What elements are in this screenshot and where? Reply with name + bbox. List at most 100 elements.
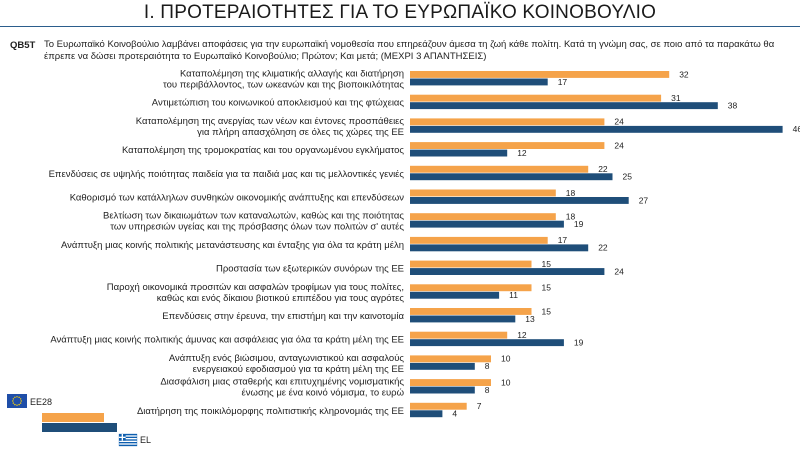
bar-el: [410, 220, 564, 228]
value-label: 24: [614, 266, 624, 276]
value-label: 15: [542, 259, 552, 269]
value-label: 27: [639, 195, 649, 205]
category-label: Καταπολέμηση της κλιματικής αλλαγής και …: [180, 69, 404, 80]
bar-ee28: [410, 284, 532, 292]
bar-ee28: [410, 402, 467, 410]
greek-flag-stripe: [119, 436, 137, 438]
eu-flag-star: [19, 398, 22, 400]
value-label: 4: [452, 409, 457, 419]
bar-el: [410, 125, 783, 133]
category-label: Καθορισμό των κατάλληλων συνθηκών οικονο…: [70, 193, 405, 204]
question-code: QB5T: [10, 40, 36, 51]
value-label: 24: [614, 117, 624, 127]
eu-flag-star: [12, 400, 14, 402]
value-label: 11: [509, 290, 518, 300]
category-label: Διατήρηση της ποικιλόμορφης πολιτιστικής…: [137, 406, 404, 417]
value-label: 7: [477, 401, 482, 411]
value-label: 32: [679, 69, 689, 79]
bar-el: [410, 339, 564, 347]
bar-el: [410, 244, 589, 252]
value-label: 31: [671, 93, 681, 103]
value-label: 18: [566, 212, 576, 222]
greek-flag-stripe: [119, 444, 137, 446]
value-label: 46: [793, 124, 800, 134]
value-label: 10: [501, 377, 511, 387]
bar-ee28: [410, 142, 605, 149]
bar-el: [410, 362, 475, 370]
value-label: 12: [517, 330, 527, 340]
bar-el: [410, 149, 508, 157]
greek-flag-stripe: [119, 442, 137, 444]
value-label: 38: [728, 101, 738, 111]
bar-el: [410, 78, 548, 86]
category-label: Αντιμετώπιση του κοινωνικού αποκλεισμού …: [152, 98, 405, 109]
legend-swatch-el: [42, 423, 117, 432]
bar-ee28: [410, 213, 556, 221]
eu-flag-star: [12, 402, 15, 404]
value-label: 17: [558, 77, 568, 87]
category-label: Βελτίωση των δικαιωμάτων των καταναλωτών…: [103, 211, 404, 222]
category-label: Ανάπτυξη μιας κοινής πολιτικής άμυνας κα…: [50, 335, 404, 346]
category-label: Προστασία των εξωτερικών συνόρων της ΕΕ: [216, 264, 404, 275]
eu-flag-star: [19, 402, 22, 404]
value-label: 22: [598, 164, 608, 174]
category-label: Καταπολέμηση της ανεργίας των νέων και έ…: [136, 116, 405, 127]
bar-el: [410, 386, 475, 394]
bar-ee28: [410, 236, 548, 244]
greek-flag-stripe: [119, 434, 137, 436]
eu-flag-star: [12, 398, 15, 400]
legend-swatch-ee28: [42, 413, 104, 422]
category-label: ένωσης με ένα κοινό νόμισμα, το ευρώ: [242, 388, 405, 399]
category-label: Καταπολέμηση της τρομοκρατίας και του ορ…: [122, 145, 404, 156]
category-label: ενεργειακού εφοδιασμού για τα κράτη μέλη…: [193, 364, 404, 375]
category-label: Ανάπτυξη μιας κοινής πολιτικής μετανάστε…: [61, 240, 404, 251]
greek-flag-cross: [121, 434, 123, 441]
eu-flag-star: [18, 396, 20, 399]
bar-ee28: [410, 118, 605, 126]
bar-ee28: [410, 260, 532, 268]
bar-ee28: [410, 355, 491, 363]
value-label: 22: [598, 243, 608, 253]
bar-ee28: [410, 331, 508, 339]
category-label: των υπηρεσιών υγείας και της πρόσβασης ό…: [110, 222, 404, 233]
question-text: Το Ευρωπαϊκό Κοινοβούλιο λαμβάνει αποφάσ…: [44, 39, 775, 62]
eu-flag-star: [14, 396, 16, 399]
bar-el: [410, 197, 629, 204]
bar-ee28: [410, 379, 491, 386]
bar-ee28: [410, 308, 532, 315]
bar-el: [410, 410, 443, 418]
value-label: 24: [614, 140, 624, 150]
category-label: για πλήρη απασχόληση σε όλες τις χώρες τ…: [197, 127, 404, 138]
value-label: 8: [485, 385, 490, 395]
value-label: 19: [574, 338, 584, 348]
eu-flag-star: [20, 400, 22, 402]
category-label: Ανάπτυξη ενός βιώσιμου, ανταγωνιστικού κ…: [169, 353, 405, 364]
value-label: 8: [485, 361, 490, 371]
value-label: 12: [517, 148, 527, 158]
bar-ee28: [410, 94, 662, 102]
value-label: 15: [542, 283, 552, 293]
bar-el: [410, 102, 718, 110]
value-label: 17: [558, 235, 568, 245]
value-label: 13: [525, 314, 535, 324]
eu-flag-star: [18, 403, 20, 406]
category-label: του περιβάλλοντος, των ωκεανών και της β…: [163, 80, 404, 91]
category-label: Παροχή οικονομικά προσιτών και ασφαλών τ…: [107, 282, 404, 293]
eu-flag-star: [14, 403, 16, 406]
category-label: Διασφάλιση μιας σταθερής και επιτυχημένη…: [160, 377, 404, 388]
bar-ee28: [410, 189, 556, 197]
bar-el: [410, 291, 500, 299]
bar-el: [410, 173, 613, 181]
value-label: 18: [566, 188, 576, 198]
category-label: Επενδύσεις σε υψηλής ποιότητας παιδεία γ…: [49, 169, 405, 180]
eu-flag-star: [16, 404, 18, 406]
bar-el: [410, 315, 516, 323]
greek-flag-stripe: [119, 439, 137, 441]
bar-ee28: [410, 71, 670, 78]
value-label: 19: [574, 219, 584, 229]
value-label: 15: [542, 306, 552, 316]
legend-label-ee28: EE28: [30, 397, 52, 407]
value-label: 10: [501, 354, 511, 364]
legend-label-el: EL: [140, 435, 151, 445]
